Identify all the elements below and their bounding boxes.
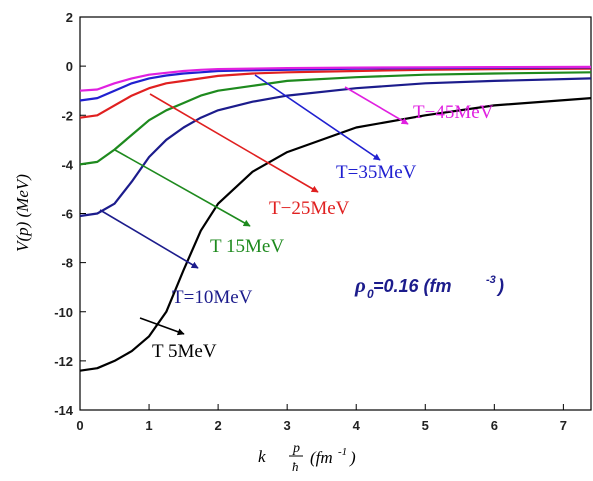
y-axis-label: V(p) (MeV) xyxy=(13,174,32,252)
series-label: T−45MeV xyxy=(413,102,494,123)
density-close: ) xyxy=(496,276,504,296)
arrow xyxy=(344,86,409,125)
x-label-num: p xyxy=(292,441,300,456)
line-series xyxy=(79,97,592,372)
y-tick-label: -12 xyxy=(54,354,73,369)
x-tick-label: 0 xyxy=(76,418,83,433)
density-symbol: ρ xyxy=(354,273,366,297)
y-tick-label: -2 xyxy=(61,108,73,123)
y-tick-label: 0 xyxy=(66,59,73,74)
x-axis-label: k p ħ (fm -1 ) xyxy=(258,441,356,474)
x-tick-label: 3 xyxy=(284,418,291,433)
line-series xyxy=(79,67,592,119)
y-tick-label: -8 xyxy=(61,256,73,271)
y-tick-label: -10 xyxy=(54,305,73,320)
y-tick-label: 2 xyxy=(66,10,73,25)
series-label: T−25MeV xyxy=(269,198,350,219)
x-label-den: ħ xyxy=(292,459,299,474)
series-label: T=35MeV xyxy=(336,162,417,183)
y-tick-label: -6 xyxy=(61,207,73,222)
density-text: =0.16 (fm xyxy=(373,276,452,296)
arrow xyxy=(254,74,381,161)
y-tick-label: -4 xyxy=(61,157,73,172)
arrow xyxy=(149,93,319,193)
density-sub: 0 xyxy=(367,287,374,301)
line-series xyxy=(79,65,592,92)
arrow xyxy=(99,209,199,269)
series-label: T=10MeV xyxy=(172,287,253,308)
x-label-close: ) xyxy=(349,448,356,467)
y-tick-label: -14 xyxy=(54,403,74,418)
series-label: T 15MeV xyxy=(210,236,284,257)
x-tick-label: 5 xyxy=(422,418,429,433)
x-tick-label: 2 xyxy=(214,418,221,433)
line-series xyxy=(79,77,592,218)
density-label: ρ 0 =0.16 (fm -3 ) xyxy=(354,273,504,301)
x-label-k: k xyxy=(258,447,266,466)
x-label-unit: (fm xyxy=(310,448,333,467)
arrow xyxy=(139,317,185,336)
line-series xyxy=(79,71,592,166)
x-tick-label: 1 xyxy=(145,418,152,433)
x-tick-label: 4 xyxy=(353,418,361,433)
x-tick-label: 6 xyxy=(491,418,498,433)
density-sup: -3 xyxy=(486,274,496,286)
series-label: T 5MeV xyxy=(152,341,217,362)
arrows xyxy=(99,74,409,336)
x-label-exp: -1 xyxy=(338,446,347,458)
x-tick-label: 7 xyxy=(560,418,567,433)
arrow xyxy=(114,149,251,227)
